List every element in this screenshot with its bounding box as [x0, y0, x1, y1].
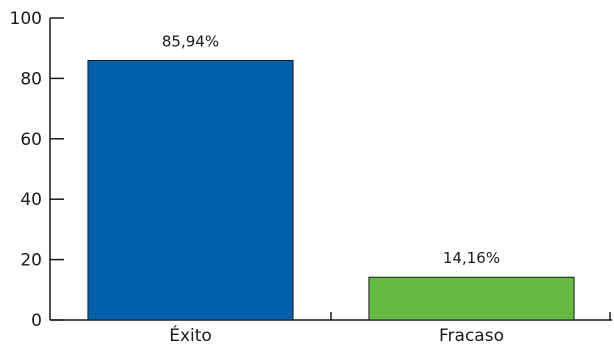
- y-tick-label: 100: [10, 9, 42, 29]
- y-tick-label: 60: [20, 130, 42, 150]
- y-tick-label: 40: [20, 190, 42, 210]
- bar-1: [368, 276, 575, 321]
- y-tick-label: 80: [20, 69, 42, 89]
- y-axis: 0 20 40 60 80 100: [10, 9, 64, 331]
- y-tick-label: 20: [20, 251, 42, 271]
- data-label-1: 14,16%: [443, 249, 500, 267]
- y-tick-label: 0: [31, 311, 42, 331]
- bars: [87, 59, 575, 321]
- bar-0: [87, 59, 294, 321]
- data-label-0: 85,94%: [162, 32, 219, 50]
- data-labels: 85,94% 14,16%: [162, 32, 500, 267]
- category-label-0: Éxito: [169, 324, 212, 345]
- category-label-1: Fracaso: [439, 326, 504, 345]
